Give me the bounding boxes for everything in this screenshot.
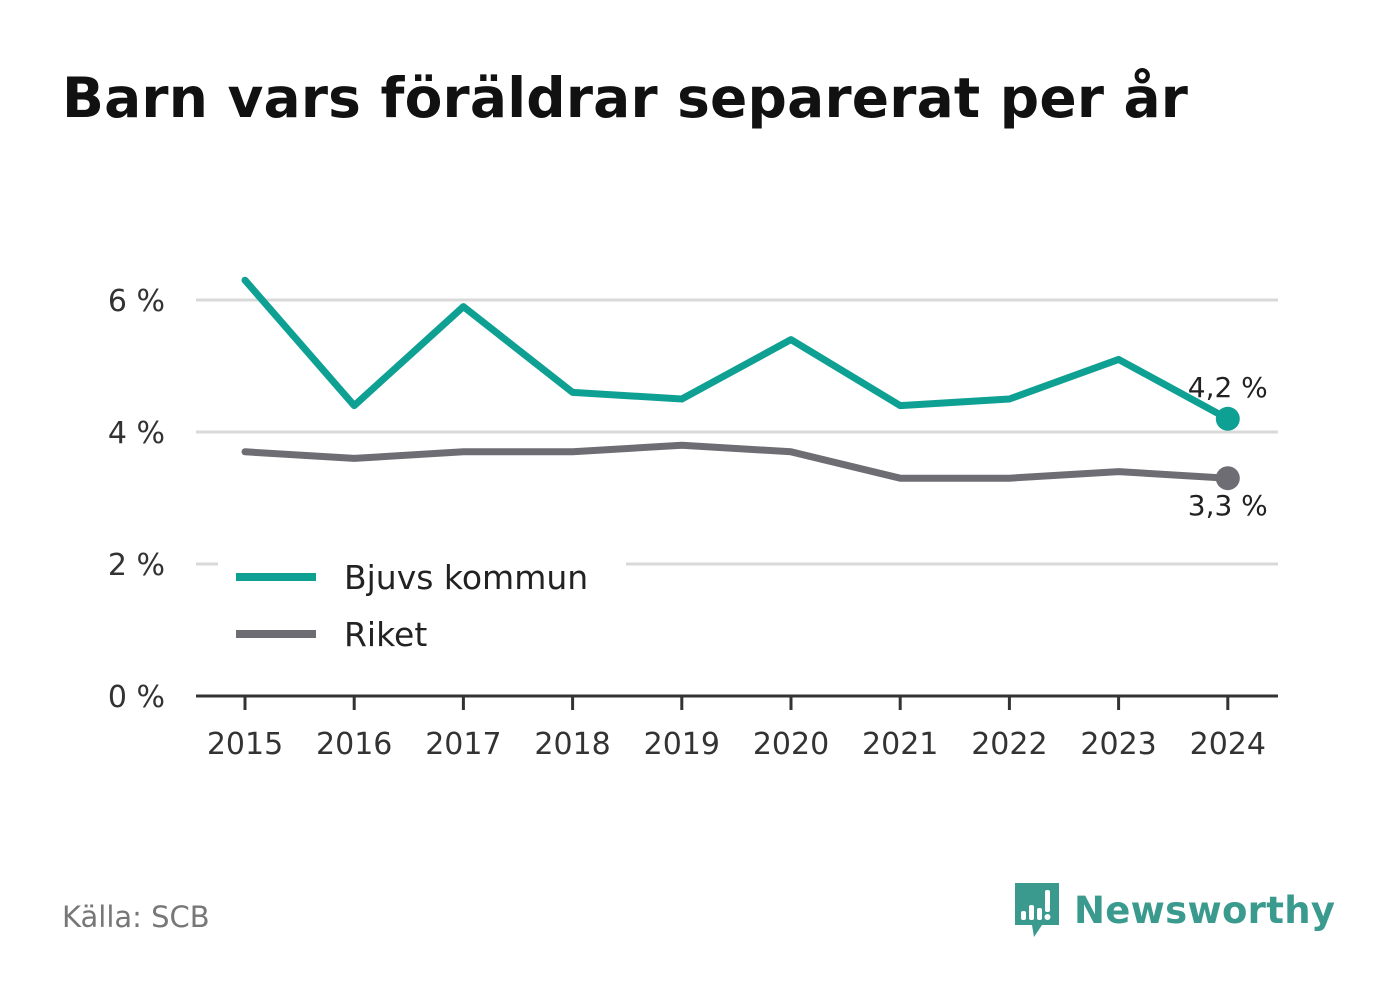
x-tick-label-2020: 2020 bbox=[753, 727, 829, 762]
newsworthy-logo-icon bbox=[1015, 883, 1059, 937]
end-label-bjuvs-kommun: 4,2 % bbox=[1188, 371, 1268, 404]
x-tick-label-2015: 2015 bbox=[207, 727, 283, 762]
y-tick-label-0: 0 % bbox=[108, 680, 165, 715]
x-tick-label-2023: 2023 bbox=[1080, 727, 1156, 762]
chart-title: Barn vars föräldrar separerat per år bbox=[62, 66, 1189, 130]
x-tick-label-2016: 2016 bbox=[316, 727, 392, 762]
grid-lines bbox=[196, 298, 1278, 566]
y-tick-label-6: 6 % bbox=[108, 284, 165, 319]
end-label-riket: 3,3 % bbox=[1188, 489, 1268, 522]
series-lines bbox=[241, 276, 1240, 491]
series-line-bjuvs-kommun bbox=[241, 276, 1232, 423]
x-tick-label-2021: 2021 bbox=[862, 727, 938, 762]
y-tick-label-2: 2 % bbox=[108, 548, 165, 583]
x-tick-label-2017: 2017 bbox=[425, 727, 501, 762]
x-tick-label-2024: 2024 bbox=[1190, 727, 1266, 762]
x-axis-ticks: 2015 2016 2017 2018 2019 2020 2021 2022 2023 2024 bbox=[207, 696, 1266, 762]
legend-background bbox=[218, 548, 626, 666]
end-point-riket bbox=[1215, 466, 1240, 491]
end-point-bjuvs-kommun bbox=[1215, 406, 1240, 431]
legend: Bjuvs kommun Riket bbox=[218, 548, 626, 666]
legend-label-bjuvs-kommun: Bjuvs kommun bbox=[344, 558, 588, 597]
y-tick-label-4: 4 % bbox=[108, 416, 165, 451]
legend-label-riket: Riket bbox=[344, 615, 427, 654]
x-tick-label-2019: 2019 bbox=[644, 727, 720, 762]
newsworthy-logo: Newsworthy bbox=[1012, 880, 1335, 940]
series-line-riket bbox=[241, 441, 1232, 482]
y-axis-tick-labels: 0 % 2 % 4 % 6 % bbox=[108, 284, 165, 715]
x-tick-label-2022: 2022 bbox=[971, 727, 1047, 762]
newsworthy-wordmark: Newsworthy bbox=[1074, 888, 1336, 932]
x-tick-label-2018: 2018 bbox=[534, 727, 610, 762]
end-labels: 4,2 % 3,3 % bbox=[1188, 371, 1268, 522]
source-note: Källa: SCB bbox=[62, 900, 210, 934]
